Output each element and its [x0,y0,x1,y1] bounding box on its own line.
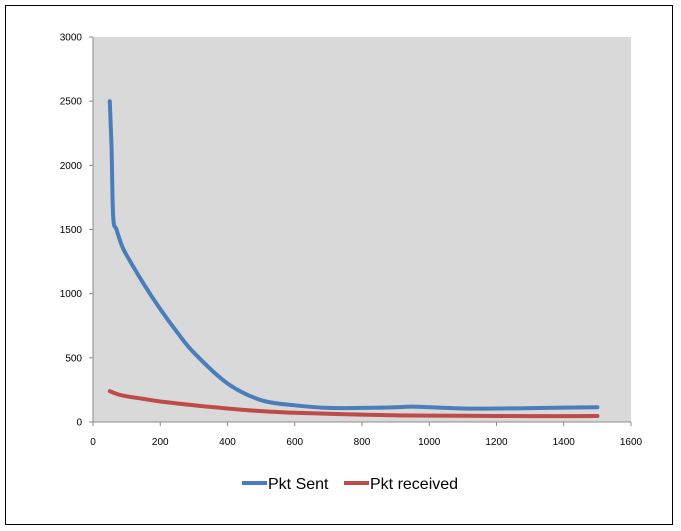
y-tick-label: 2000 [60,161,83,172]
x-tick-label: 400 [219,437,236,448]
legend: Pkt Sent Pkt received [242,476,458,493]
x-tick-label: 600 [286,437,303,448]
y-tick-label: 3000 [60,33,83,44]
x-tick-label: 1000 [418,437,441,448]
legend-label: Pkt received [370,476,458,493]
y-tick-label: 2500 [60,97,83,108]
series-lines [107,99,600,419]
legend-label: Pkt Sent [268,476,329,493]
series-line-1 [107,389,600,419]
plot-area [93,37,631,422]
series-line-0 [107,99,600,411]
x-tick-label: 0 [90,437,96,448]
x-tick-label: 800 [354,437,371,448]
y-axis-ticks: 0 500 1000 1500 2000 2500 3000 [60,33,93,429]
x-axis-ticks: 0 200 400 600 800 1000 1200 1400 1600 [90,422,643,448]
x-tick-label: 200 [152,437,169,448]
y-tick-label: 500 [65,353,82,364]
x-tick-label: 1600 [620,437,643,448]
y-tick-label: 1500 [60,225,83,236]
y-tick-label: 1000 [60,289,83,300]
x-tick-label: 1400 [553,437,576,448]
y-tick-label: 0 [76,418,82,429]
x-tick-label: 1200 [485,437,508,448]
